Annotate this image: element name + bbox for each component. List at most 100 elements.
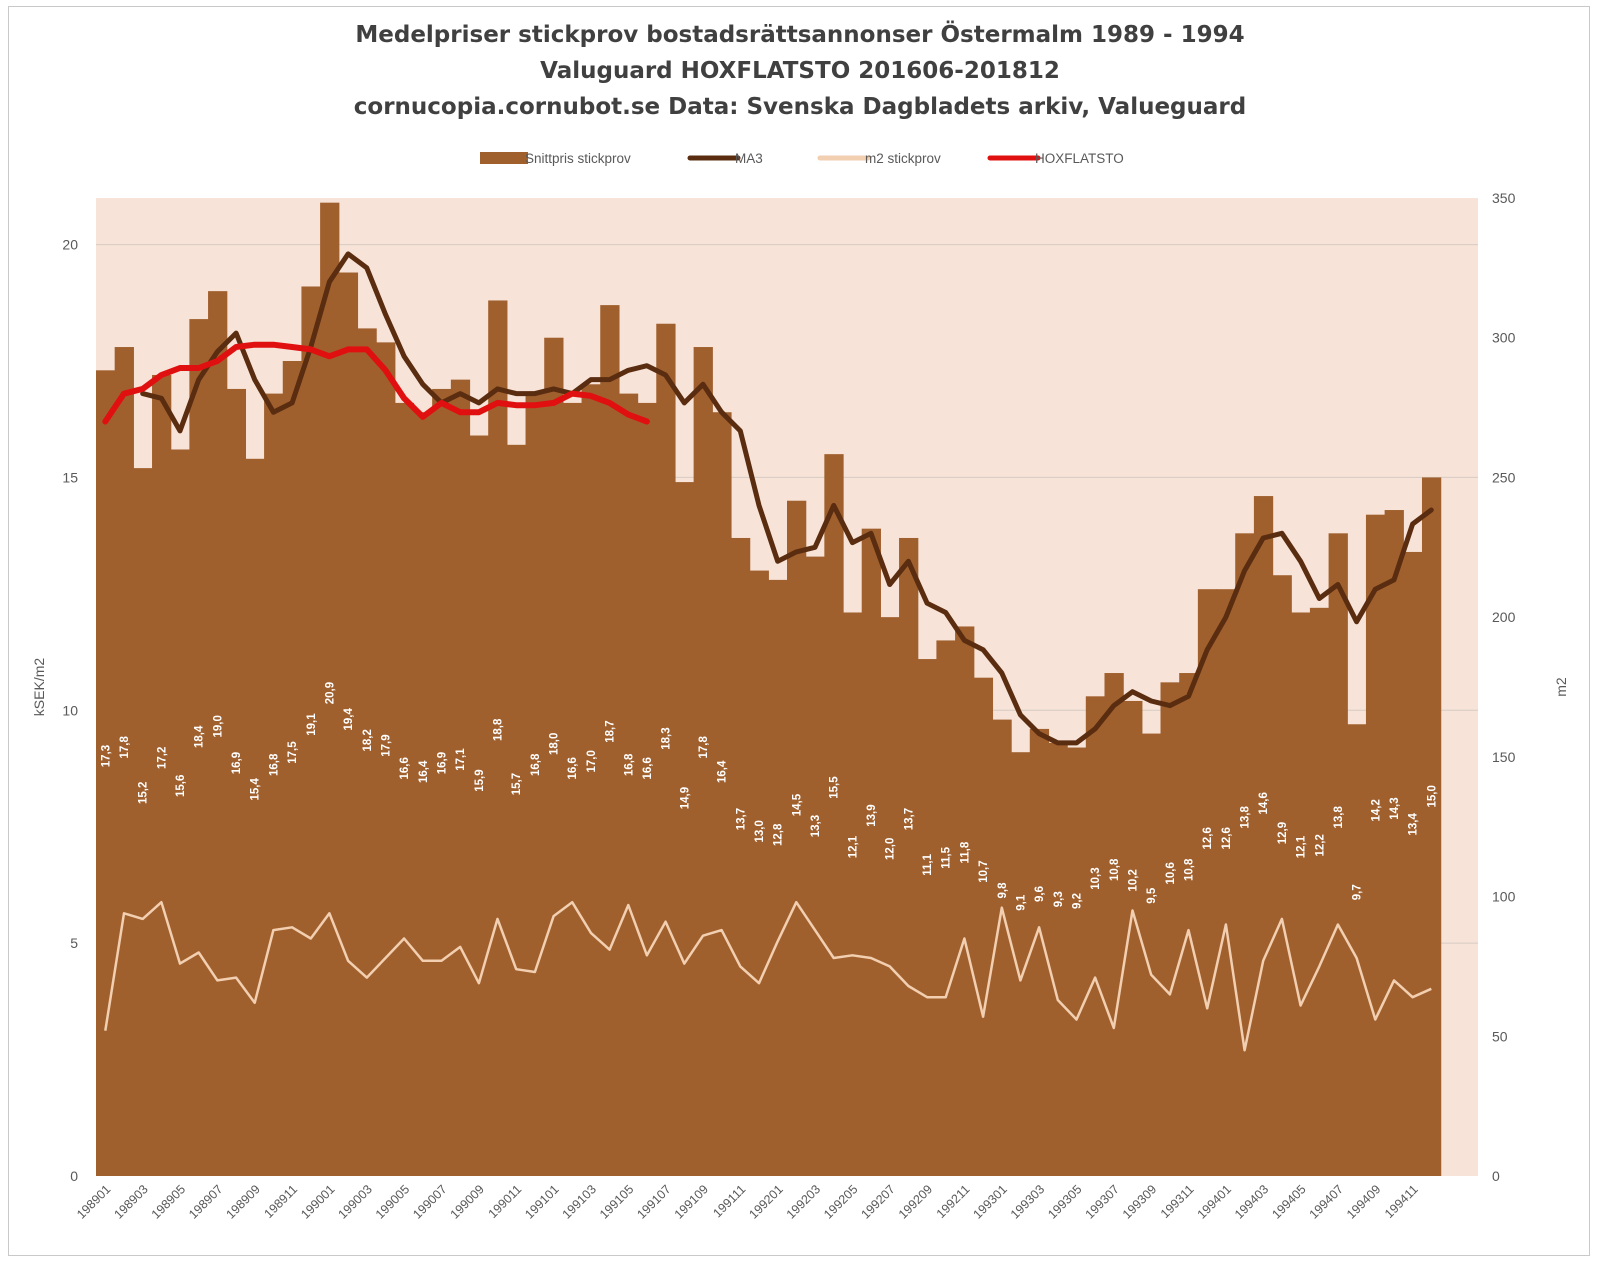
x-axis-tick-label: 199309 bbox=[1120, 1182, 1159, 1221]
bar-data-label: 18,3 bbox=[661, 727, 673, 749]
bar-data-label: 12,2 bbox=[1314, 834, 1326, 856]
x-axis-tick-label: 199007 bbox=[410, 1182, 449, 1221]
bar-data-label: 17,3 bbox=[100, 745, 112, 767]
left-axis-tick-label: 20 bbox=[62, 237, 78, 253]
x-axis-tick-label: 199401 bbox=[1195, 1182, 1234, 1221]
bar-data-label: 12,0 bbox=[885, 838, 897, 860]
bar-data-label: 17,8 bbox=[698, 736, 710, 759]
bar bbox=[1216, 589, 1236, 1176]
x-axis-tick-label: 199307 bbox=[1083, 1182, 1122, 1221]
bar bbox=[1029, 728, 1050, 1176]
bar bbox=[1067, 747, 1087, 1176]
bar bbox=[973, 677, 994, 1176]
bar bbox=[824, 454, 844, 1177]
bar bbox=[712, 412, 732, 1176]
bar-data-label: 10,3 bbox=[1090, 867, 1102, 889]
bar bbox=[282, 361, 303, 1176]
x-axis-tick-label: 199305 bbox=[1045, 1182, 1084, 1221]
bar-data-label: 15,2 bbox=[138, 782, 150, 804]
bar bbox=[1309, 607, 1330, 1176]
bar bbox=[1104, 673, 1124, 1176]
bar bbox=[1141, 733, 1162, 1176]
left-axis-tick-label: 10 bbox=[62, 702, 78, 718]
x-axis-tick-label: 199005 bbox=[373, 1182, 412, 1221]
bar-data-label: 10,6 bbox=[1165, 862, 1177, 884]
bar-data-label: 18,0 bbox=[549, 733, 561, 755]
bar bbox=[1347, 724, 1367, 1176]
bar bbox=[1421, 477, 1442, 1176]
bar-data-label: 11,1 bbox=[922, 853, 934, 875]
y2-axis-label: m2 bbox=[1553, 677, 1569, 697]
x-axis-tick-label: 198901 bbox=[74, 1182, 113, 1221]
bar-data-label: 12,6 bbox=[1221, 827, 1233, 849]
bar-data-label: 19,0 bbox=[212, 715, 224, 737]
bar bbox=[1011, 752, 1031, 1176]
bar-data-label: 9,8 bbox=[997, 882, 1009, 899]
x-axis-tick-label: 199109 bbox=[672, 1182, 711, 1221]
bar bbox=[1123, 700, 1143, 1176]
x-axis-tick-label: 199107 bbox=[634, 1182, 673, 1221]
chart-title-line-1: Medelpriser stickprov bostadsrättsannons… bbox=[355, 22, 1245, 48]
bar-data-label: 17,0 bbox=[586, 750, 598, 772]
bar-data-label: 13,8 bbox=[1333, 806, 1345, 829]
bar bbox=[245, 458, 265, 1176]
left-axis-tick-label: 5 bbox=[70, 935, 78, 951]
bar-data-label: 13,0 bbox=[754, 820, 766, 842]
bar bbox=[618, 393, 639, 1177]
x-axis-tick-label: 199001 bbox=[298, 1182, 337, 1221]
x-axis-tick-label: 199211 bbox=[934, 1182, 973, 1221]
bar-data-label: 16,8 bbox=[530, 753, 542, 776]
bar bbox=[357, 328, 377, 1176]
bar bbox=[843, 612, 863, 1176]
bar bbox=[899, 537, 919, 1176]
bar-data-label: 14,9 bbox=[679, 787, 691, 809]
bar-data-label: 16,6 bbox=[642, 757, 654, 779]
bar bbox=[730, 537, 751, 1176]
bar-data-label: 16,9 bbox=[437, 752, 449, 774]
x-axis-tick-label: 199203 bbox=[784, 1182, 823, 1221]
bar-data-label: 13,9 bbox=[866, 804, 878, 826]
legend: Snittpris stickprov MA3 m2 stickprov HOXFLA… bbox=[480, 151, 1124, 166]
x-axis-tick-label: 199405 bbox=[1269, 1182, 1308, 1221]
left-axis-tick-label: 0 bbox=[70, 1168, 78, 1184]
bar bbox=[936, 640, 956, 1176]
bar-data-label: 17,2 bbox=[156, 747, 168, 769]
bar-data-label: 18,8 bbox=[493, 718, 505, 741]
bar bbox=[955, 626, 975, 1176]
bar-data-label: 14,6 bbox=[1258, 792, 1270, 814]
bar-data-label: 14,5 bbox=[791, 793, 803, 816]
x-axis-tick-label: 199101 bbox=[522, 1182, 561, 1221]
legend-label: m2 stickprov bbox=[865, 151, 941, 166]
bar bbox=[226, 388, 247, 1176]
bar-data-label: 19,4 bbox=[343, 708, 355, 731]
bar bbox=[787, 500, 807, 1176]
bar-data-label: 15,4 bbox=[250, 778, 262, 801]
legend-swatch bbox=[480, 152, 528, 164]
bar bbox=[450, 379, 471, 1177]
bar bbox=[600, 305, 620, 1177]
bar-data-label: 17,1 bbox=[455, 748, 467, 771]
bar bbox=[656, 323, 676, 1176]
x-axis-tick-label: 198909 bbox=[223, 1182, 262, 1221]
bar bbox=[1384, 510, 1404, 1176]
bar-data-label: 16,9 bbox=[231, 752, 243, 774]
right-axis-tick-label: 150 bbox=[1492, 749, 1516, 765]
right-axis-tick-label: 250 bbox=[1492, 469, 1516, 485]
bar bbox=[376, 342, 396, 1176]
bar-data-label: 14,2 bbox=[1370, 799, 1382, 821]
right-axis-tick-label: 200 bbox=[1492, 609, 1516, 625]
bar-data-label: 9,7 bbox=[1352, 884, 1364, 900]
x-axis-tick-label: 199011 bbox=[486, 1182, 525, 1221]
bar-data-label: 12,9 bbox=[1277, 822, 1289, 844]
bar-data-label: 18,4 bbox=[194, 725, 206, 748]
bar bbox=[96, 370, 116, 1176]
bar bbox=[805, 556, 825, 1176]
bar-data-label: 14,3 bbox=[1389, 797, 1401, 819]
bar-data-label: 15,0 bbox=[1426, 785, 1438, 807]
bar bbox=[544, 337, 564, 1176]
x-axis-tick-label: 199207 bbox=[858, 1182, 897, 1221]
bar bbox=[114, 347, 134, 1176]
bar-data-label: 9,6 bbox=[1034, 886, 1046, 902]
bar bbox=[749, 570, 769, 1176]
